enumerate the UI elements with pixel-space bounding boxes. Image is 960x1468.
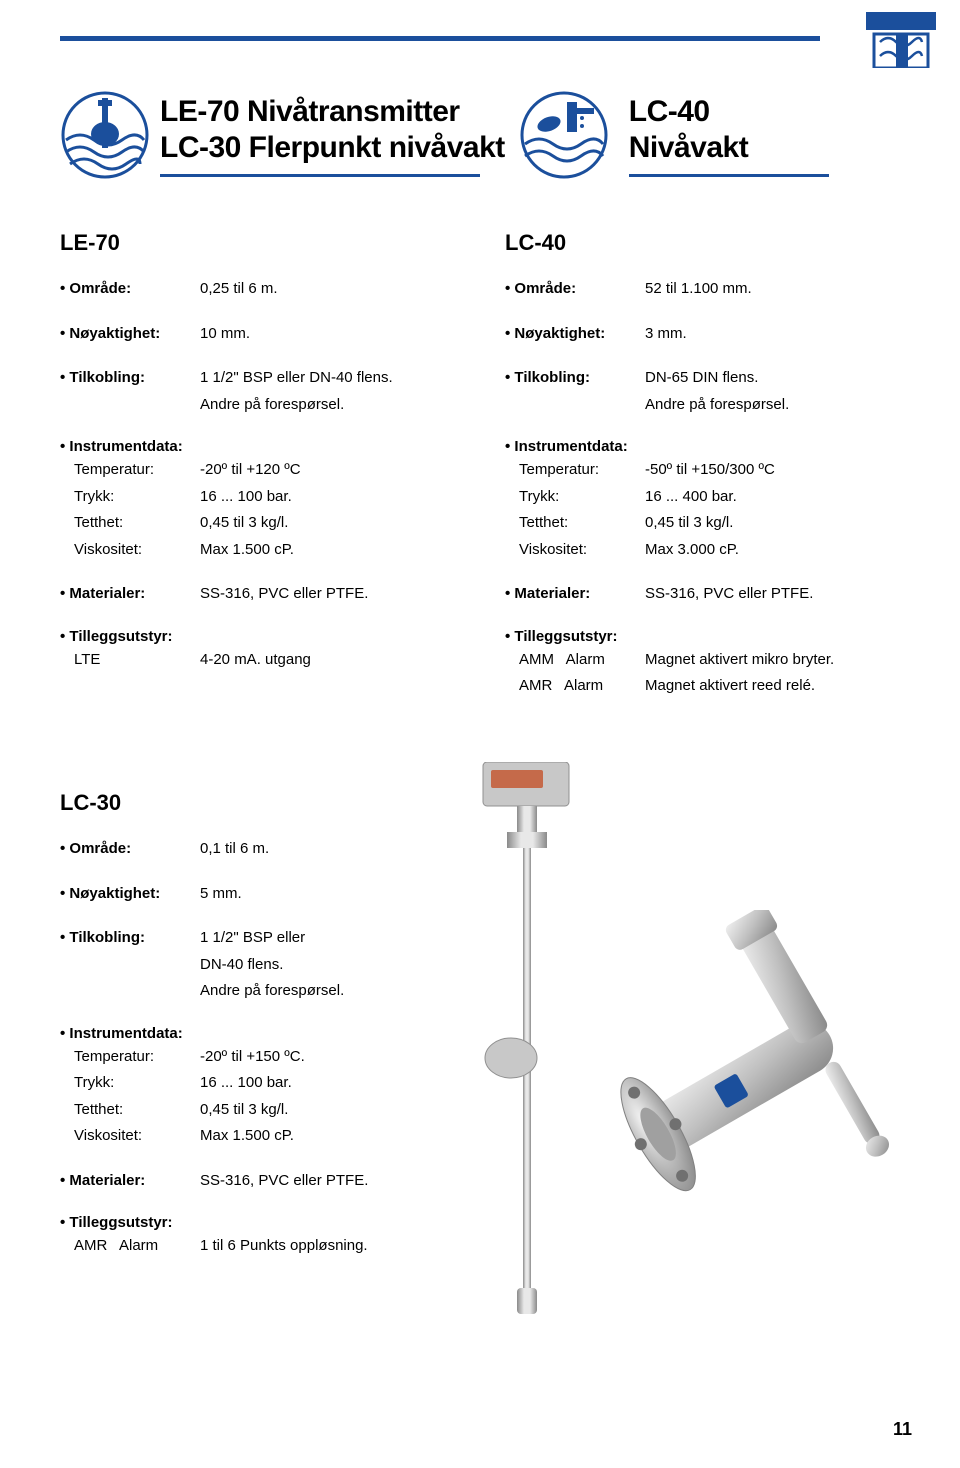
lc40-conn-value2: Andre på forespørsel. — [645, 394, 900, 417]
lc40-range-value: 52 til 1.100 mm. — [645, 278, 900, 301]
lc40-conn-value1: DN-65 DIN flens. — [645, 367, 900, 390]
lc40-column: LC-40 Område:52 til 1.100 mm. Nøyaktighe… — [505, 230, 900, 702]
lc30-conn-value3: Andre på forespørsel. — [200, 980, 420, 1003]
le70-visc-value: Max 1.500 cP. — [200, 539, 455, 562]
lc30-conn-value1: 1 1/2" BSP eller — [200, 927, 420, 950]
lc30-accx-header: Tilleggsutstyr: — [60, 1214, 420, 1231]
le70-temp-value: -20º til +120 ºC — [200, 459, 455, 482]
le70-acc-value: 10 mm. — [200, 323, 455, 346]
lc40-instr-header: Instrumentdata: — [505, 438, 900, 455]
le70-title: LE-70 — [60, 230, 455, 256]
header-title-1a: LE-70 Nivåtransmitter — [160, 94, 505, 130]
lc30-section: LC-30 Område:0,1 til 6 m. Nøyaktighet:5 … — [60, 790, 900, 1262]
le70-instr-header: Instrumentdata: — [60, 438, 455, 455]
lc30-press-value: 16 ... 100 bar. — [200, 1072, 420, 1095]
lc40-acc-label: Nøyaktighet: — [505, 323, 645, 346]
header-rule-2 — [629, 174, 829, 177]
lc40-visc-value: Max 3.000 cP. — [645, 539, 900, 562]
lc30-visc-value: Max 1.500 cP. — [200, 1125, 420, 1148]
lc30-conn-value2: DN-40 flens. — [200, 954, 420, 977]
lc40-press-value: 16 ... 400 bar. — [645, 486, 900, 509]
le70-range-label: Område: — [60, 278, 200, 301]
header-block-2: LC-40 Nivåvakt — [629, 90, 829, 177]
lc40-acc2-value: Magnet aktivert reed relé. — [645, 675, 900, 698]
flange-device-icon — [560, 910, 920, 1250]
lc30-acc-label: Nøyaktighet: — [60, 883, 200, 906]
le70-acc1-value: 4-20 mA. utgang — [200, 649, 455, 672]
le70-conn-value2: Andre på forespørsel. — [200, 394, 455, 417]
header-title-2a: LC-40 — [629, 94, 829, 130]
le70-column: LE-70 Område:0,25 til 6 m. Nøyaktighet:1… — [60, 230, 455, 702]
lc40-press-label: Trykk: — [505, 486, 645, 509]
lc30-temp-label: Temperatur: — [60, 1046, 200, 1069]
page-number: 11 — [893, 1419, 912, 1440]
lc30-mat-label: Materialer: — [60, 1170, 200, 1193]
lc40-temp-label: Temperatur: — [505, 459, 645, 482]
header-title-1b: LC-30 Flerpunkt nivåvakt — [160, 130, 505, 166]
lc40-accx-header: Tilleggsutstyr: — [505, 628, 900, 645]
lc30-column: LC-30 Område:0,1 til 6 m. Nøyaktighet:5 … — [60, 790, 420, 1258]
lc40-acc2-label: AMR Alarm — [505, 675, 645, 698]
le70-visc-label: Viskositet: — [60, 539, 200, 562]
lc30-acc1-label: AMR Alarm — [60, 1235, 200, 1258]
lc40-acc1-label: AMM Alarm — [505, 649, 645, 672]
lc40-mat-label: Materialer: — [505, 583, 645, 606]
lc30-acc-value: 5 mm. — [200, 883, 420, 906]
le70-dens-value: 0,45 til 3 kg/l. — [200, 512, 455, 535]
lc40-title: LC-40 — [505, 230, 900, 256]
le70-temp-label: Temperatur: — [60, 459, 200, 482]
lc30-range-label: Område: — [60, 838, 200, 861]
lc30-conn-label: Tilkobling: — [60, 927, 200, 950]
le70-range-value: 0,25 til 6 m. — [200, 278, 455, 301]
le70-press-label: Trykk: — [60, 486, 200, 509]
lc30-press-label: Trykk: — [60, 1072, 200, 1095]
le70-press-value: 16 ... 100 bar. — [200, 486, 455, 509]
lc30-dens-value: 0,45 til 3 kg/l. — [200, 1099, 420, 1122]
brand-logo-icon — [866, 12, 936, 68]
lc30-instr-header: Instrumentdata: — [60, 1025, 420, 1042]
le70-accx-header: Tilleggsutstyr: — [60, 628, 455, 645]
lc30-visc-label: Viskositet: — [60, 1125, 200, 1148]
lc40-dens-label: Tetthet: — [505, 512, 645, 535]
lc30-temp-value: -20º til +150 ºC. — [200, 1046, 420, 1069]
lc40-range-label: Område: — [505, 278, 645, 301]
lc30-mat-value: SS-316, PVC eller PTFE. — [200, 1170, 420, 1193]
level-switch-icon — [519, 90, 609, 180]
lc40-dens-value: 0,45 til 3 kg/l. — [645, 512, 900, 535]
lc30-title: LC-30 — [60, 790, 420, 816]
le70-conn-value1: 1 1/2" BSP eller DN-40 flens. — [200, 367, 455, 390]
header-rule-1 — [160, 174, 480, 177]
header-title-2b: Nivåvakt — [629, 130, 829, 166]
le70-conn-label: Tilkobling: — [60, 367, 200, 390]
lc40-acc-value: 3 mm. — [645, 323, 900, 346]
lc40-visc-label: Viskositet: — [505, 539, 645, 562]
float-sensor-icon — [60, 90, 150, 180]
lc30-range-value: 0,1 til 6 m. — [200, 838, 420, 861]
header-block-1: LE-70 Nivåtransmitter LC-30 Flerpunkt ni… — [160, 90, 505, 177]
lc30-dens-label: Tetthet: — [60, 1099, 200, 1122]
le70-acc1-label: LTE — [60, 649, 200, 672]
le70-acc-label: Nøyaktighet: — [60, 323, 200, 346]
page-header: LE-70 Nivåtransmitter LC-30 Flerpunkt ni… — [60, 90, 900, 180]
lc40-conn-label: Tilkobling: — [505, 367, 645, 390]
lc40-temp-value: -50º til +150/300 ºC — [645, 459, 900, 482]
lc40-mat-value: SS-316, PVC eller PTFE. — [645, 583, 900, 606]
spec-columns: LE-70 Område:0,25 til 6 m. Nøyaktighet:1… — [60, 230, 900, 702]
top-rule — [60, 36, 820, 41]
le70-dens-label: Tetthet: — [60, 512, 200, 535]
lc40-acc1-value: Magnet aktivert mikro bryter. — [645, 649, 900, 672]
lc30-acc1-value: 1 til 6 Punkts oppløsning. — [200, 1235, 420, 1258]
le70-mat-label: Materialer: — [60, 583, 200, 606]
le70-mat-value: SS-316, PVC eller PTFE. — [200, 583, 455, 606]
